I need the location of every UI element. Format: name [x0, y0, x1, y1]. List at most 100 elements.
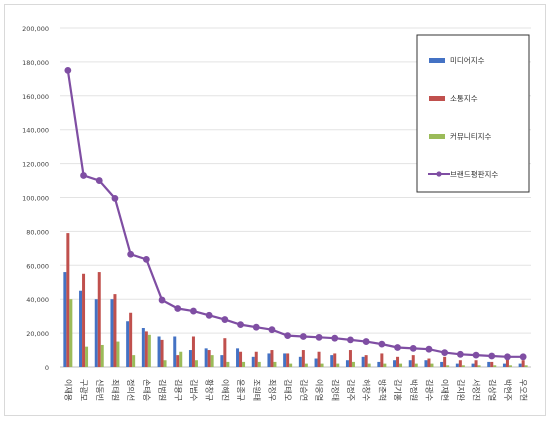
bar-1 [204, 348, 208, 367]
y-tick-label: 120,000 [22, 161, 49, 169]
y-axis-tick-labels: 0 20,000 40,000 60,000 80,000 100,000 120,000 1… [22, 25, 49, 372]
brand-index-point [190, 307, 197, 315]
bar-2 [270, 350, 274, 367]
bar-3 [493, 365, 497, 367]
bar-1 [251, 356, 255, 367]
bar-2 [66, 233, 70, 367]
bar-3 [446, 365, 450, 367]
bar-1 [188, 350, 192, 367]
bar-3 [147, 334, 151, 367]
y-tick-label: 60,000 [26, 262, 49, 270]
bar-2 [191, 336, 195, 367]
bar-3 [69, 299, 73, 367]
brand-index-point [488, 352, 496, 360]
x-tick-label: 김정태 [330, 379, 340, 401]
brand-index-point [80, 172, 87, 179]
x-tick-label: 방준혁 [377, 379, 387, 401]
bar-1 [330, 355, 334, 367]
bar-3 [461, 365, 465, 367]
x-tick-label: 우오현 [519, 379, 528, 401]
bar-2 [129, 312, 133, 367]
x-tick-label: 최태원 [110, 379, 120, 401]
bar-2 [364, 355, 368, 367]
x-tick-label: 윤종규 [236, 379, 245, 401]
legend-label: 브랜드평판지수 [450, 169, 498, 179]
brand-index-point [441, 349, 449, 356]
chart-frame: 0 20,000 40,000 60,000 80,000 100,000 120,000 1… [4, 4, 546, 416]
brand-index-point [142, 255, 150, 263]
bar-1 [157, 336, 161, 367]
x-tick-label: 김태오 [283, 379, 293, 401]
brand-index-point [299, 333, 307, 340]
bar-1 [267, 353, 271, 367]
brand-index-point [315, 333, 323, 341]
bar-3 [210, 355, 214, 367]
brand-index-point [519, 353, 527, 361]
x-tick-label: 김광수 [424, 379, 434, 401]
bar-2 [286, 353, 290, 367]
x-tick-label: 이해진 [220, 379, 230, 401]
bar-1 [141, 328, 145, 367]
x-tick-label: 조원태 [252, 379, 261, 401]
x-tick-label: 황창규 [205, 379, 215, 401]
brand-index-point [221, 316, 229, 323]
y-tick-label: 40,000 [26, 296, 49, 304]
brand-index-point [268, 326, 276, 334]
bar-3 [85, 346, 89, 367]
brand-index-point [409, 344, 417, 352]
bar-2 [97, 272, 101, 367]
bar-2 [490, 361, 494, 367]
bar-2 [474, 360, 478, 367]
bar-3 [399, 363, 403, 367]
x-tick-label: 김지완 [456, 379, 466, 402]
legend-swatch [429, 134, 445, 139]
bar-1 [94, 299, 98, 367]
bar-3 [351, 361, 355, 367]
x-tick-label: 이재현 [440, 379, 450, 401]
y-tick-label: 80,000 [26, 228, 49, 236]
x-tick-label: 김기홍 [393, 379, 403, 401]
bar-2 [223, 338, 227, 367]
legend-swatch [429, 96, 445, 101]
bars [63, 233, 528, 367]
bar-2 [521, 360, 525, 367]
bar-3 [257, 361, 261, 367]
brand-reputation-chart: 0 20,000 40,000 60,000 80,000 100,000 120,000 1… [22, 25, 531, 402]
bar-3 [430, 363, 434, 367]
legend-swatch [429, 58, 445, 63]
bar-2 [505, 358, 509, 367]
bar-3 [163, 360, 167, 367]
x-tick-label: 구광모 [79, 379, 89, 401]
brand-index-point [205, 311, 213, 319]
bar-1 [236, 348, 240, 367]
brand-index-point [174, 305, 182, 312]
bar-3 [226, 361, 230, 367]
brand-index-point [378, 340, 386, 348]
bar-1 [408, 360, 412, 367]
brand-index-point [95, 177, 103, 184]
bar-1 [487, 361, 491, 367]
bar-2 [380, 353, 384, 367]
bar-1 [518, 363, 522, 367]
bar-1 [440, 361, 444, 367]
brand-index-point [362, 338, 370, 345]
x-tick-label: 김승연 [299, 379, 309, 401]
bar-2 [333, 353, 337, 367]
bar-1 [298, 356, 302, 367]
bar-2 [443, 356, 447, 367]
bar-2 [427, 358, 431, 367]
bar-3 [304, 363, 308, 367]
bar-1 [63, 272, 67, 367]
bar-3 [132, 355, 136, 367]
brand-index-point [456, 350, 464, 358]
bar-2 [160, 339, 164, 367]
bar-2 [411, 355, 415, 367]
bar-2 [113, 294, 117, 367]
bar-2 [317, 351, 321, 367]
bar-3 [194, 360, 198, 367]
brand-index-line [64, 66, 527, 361]
brand-index-point [472, 351, 480, 359]
brand-index-point [425, 345, 433, 353]
bar-2 [176, 355, 180, 367]
